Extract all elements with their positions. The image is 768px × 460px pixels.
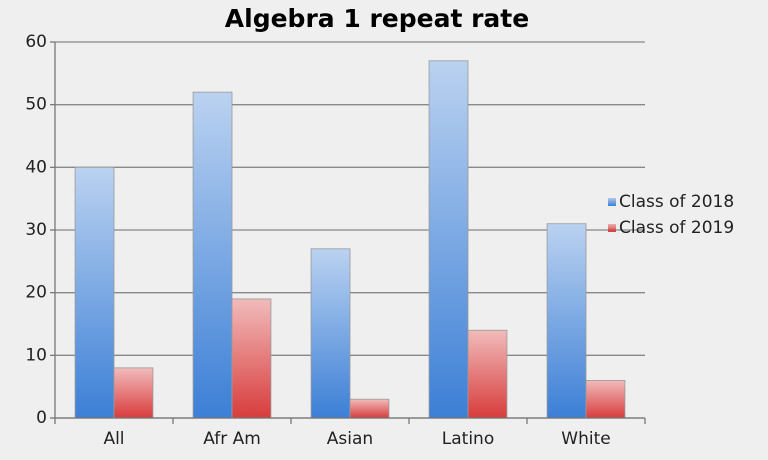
bar	[585, 379, 626, 419]
y-tick-label: 20	[25, 283, 47, 303]
y-tick-label: 60	[25, 32, 47, 52]
x-tick-label: White	[561, 429, 610, 449]
legend-swatch	[608, 224, 616, 232]
bar	[467, 329, 508, 419]
x-tick-label: Latino	[442, 429, 494, 449]
bar	[231, 298, 272, 419]
x-tick-label: Afr Am	[203, 429, 261, 449]
bar	[310, 248, 351, 419]
legend-swatch	[608, 198, 616, 206]
x-tick-label: Asian	[327, 429, 373, 449]
y-tick-label: 10	[25, 345, 47, 365]
x-tick-label: All	[103, 429, 124, 449]
bar	[349, 398, 390, 419]
bar	[192, 91, 233, 419]
bar	[546, 223, 587, 419]
legend-label: Class of 2019	[619, 218, 734, 238]
y-tick-label: 40	[25, 157, 47, 177]
bar	[113, 367, 154, 419]
chart-title: Algebra 1 repeat rate	[225, 4, 529, 33]
y-tick-label: 30	[25, 220, 47, 240]
bar	[74, 166, 115, 419]
y-tick-label: 50	[25, 95, 47, 115]
y-tick-label: 0	[36, 408, 47, 428]
bar	[428, 60, 469, 419]
legend-label: Class of 2018	[619, 192, 734, 212]
